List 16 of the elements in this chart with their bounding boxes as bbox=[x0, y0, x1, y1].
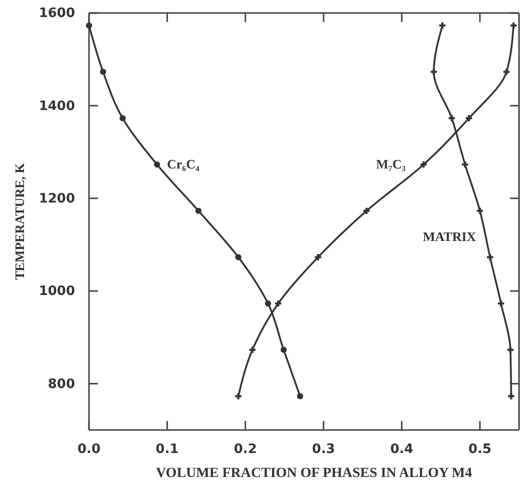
y-tick-label: 1200 bbox=[38, 191, 75, 206]
y-axis-title: TEMPERATURE, K bbox=[12, 162, 27, 280]
x-tick-label: 0.0 bbox=[77, 442, 101, 458]
x-tick-label: 0.4 bbox=[390, 442, 414, 458]
x-tick-label: 0.3 bbox=[312, 442, 336, 458]
y-tick-label: 1000 bbox=[38, 284, 75, 300]
x-tick-label: 0.1 bbox=[156, 442, 179, 458]
x-tick-label: 0.5 bbox=[468, 442, 492, 458]
x-axis-title: VOLUME FRACTION OF PHASES IN ALLOY M4 bbox=[156, 466, 472, 481]
x-tick-label: 0.2 bbox=[234, 442, 257, 458]
series-label: Cr₆C₄ bbox=[167, 156, 200, 172]
series-label: M₇C₃ bbox=[376, 156, 406, 172]
series-label: MATRIX bbox=[422, 229, 477, 244]
y-tick-label: 1400 bbox=[38, 98, 75, 114]
y-tick-label: 800 bbox=[48, 376, 75, 392]
y-tick-label: 1600 bbox=[38, 6, 75, 22]
